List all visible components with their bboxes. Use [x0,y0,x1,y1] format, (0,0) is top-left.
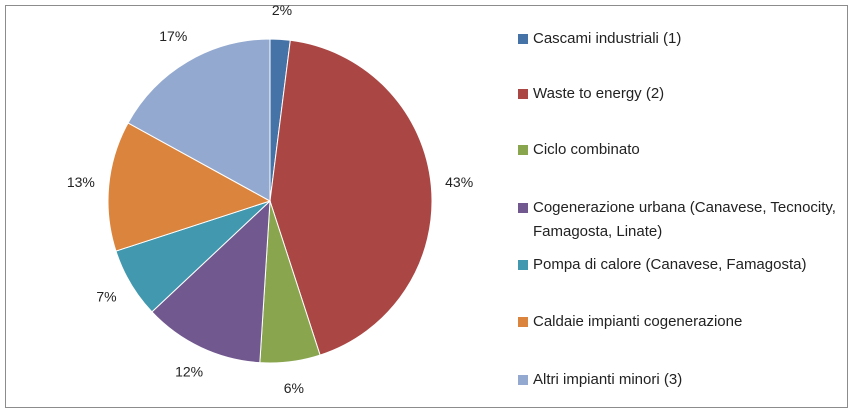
data-label: 6% [284,380,304,396]
legend-swatch [518,203,528,213]
legend-swatch [518,375,528,385]
legend-item: Pompa di calore (Canavese, Famagosta) [518,253,848,277]
legend-item: Cogenerazione urbana (Canavese, Tecnocit… [518,196,848,244]
data-label: 17% [159,28,187,44]
data-label: 13% [67,174,95,190]
legend-label: Waste to energy (2) [533,85,665,102]
legend-label: Ciclo combinato [533,141,640,158]
legend-swatch [518,317,528,327]
legend-swatch [518,145,528,155]
data-label: 7% [96,288,116,304]
data-label: 12% [175,364,203,380]
legend-label: Caldaie impianti cogenerazione [533,313,743,330]
pie-slice [151,199,271,364]
legend-label: Pompa di calore (Canavese, Famagosta) [533,256,807,273]
data-label: 43% [445,174,473,190]
legend-item: Cascami industriali (1) [518,27,848,51]
chart-border [5,5,848,408]
data-label: 2% [272,2,292,18]
pie-slice [269,39,433,356]
legend-item: Ciclo combinato [518,138,848,162]
legend-item: Waste to energy (2) [518,82,848,106]
pie-slice [127,38,271,202]
legend-item: Caldaie impianti cogenerazione [518,310,848,334]
legend-swatch [518,260,528,270]
legend-item: Altri impianti minori (3) [518,368,848,392]
legend-label: Altri impianti minori (3) [533,371,683,388]
legend-swatch [518,34,528,44]
pie-slice [107,122,272,252]
legend-label: Cascami industriali (1) [533,30,682,47]
legend-swatch [518,89,528,99]
legend-label: Cogenerazione urbana (Canavese, Tecnocit… [533,199,836,240]
